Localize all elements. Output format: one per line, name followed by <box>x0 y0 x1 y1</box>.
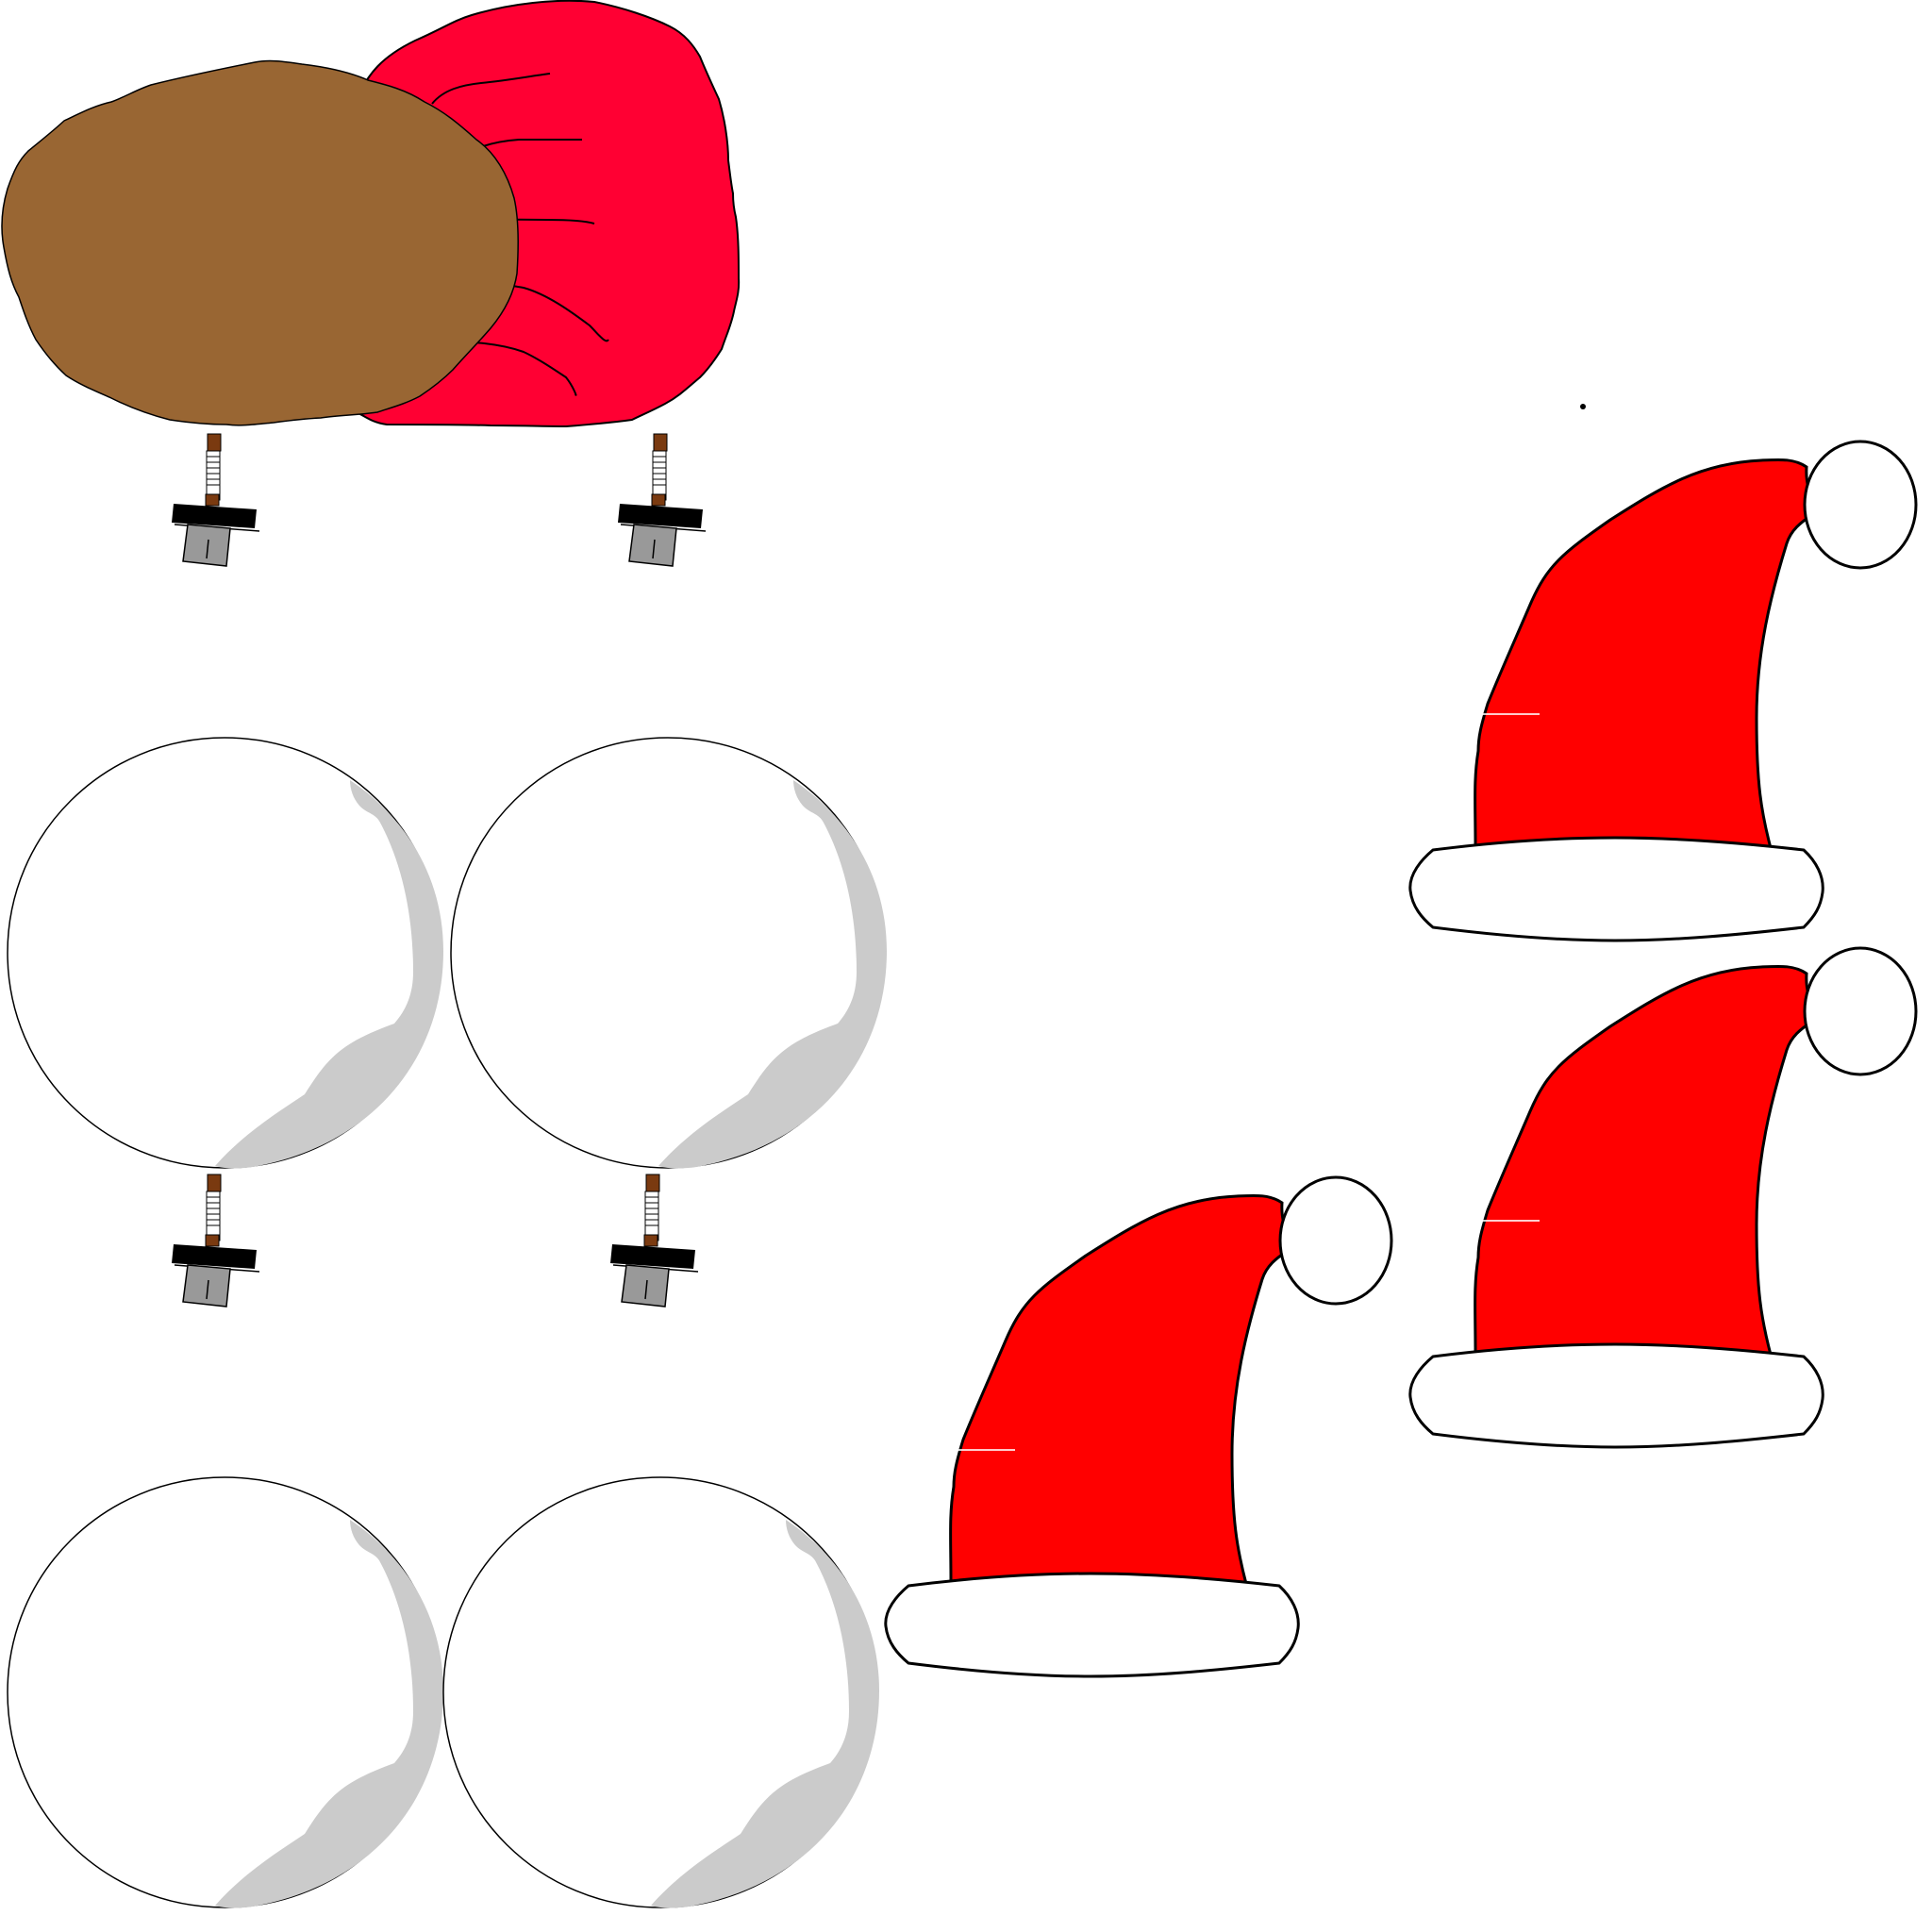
ornament-ball-1 <box>7 737 444 1170</box>
santa-hat-bottom-center <box>884 1175 1393 1678</box>
ornament-ball-3 <box>7 1476 444 1909</box>
ornament-cap-4 <box>609 1174 699 1307</box>
ornament-cap-1 <box>171 433 260 567</box>
ornament-ball-4 <box>442 1476 880 1909</box>
santa-hat-top-right <box>1408 440 1918 942</box>
ornament-ball-2 <box>450 737 888 1170</box>
ornament-cap-2 <box>617 433 707 567</box>
brown-blob <box>1 59 519 426</box>
ornament-cap-3 <box>171 1174 260 1307</box>
santa-hat-middle-right <box>1408 946 1918 1449</box>
stray-dot <box>1580 404 1586 409</box>
